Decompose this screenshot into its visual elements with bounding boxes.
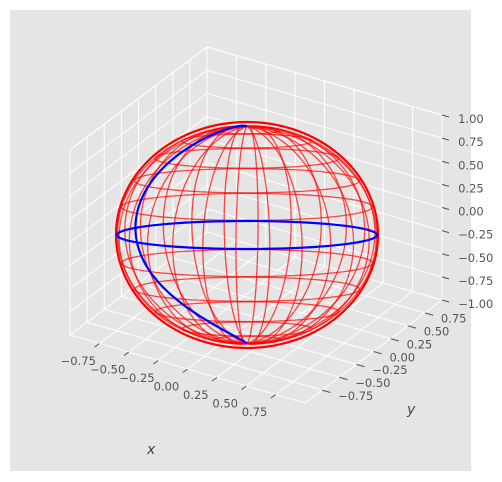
z-tick-mark (441, 276, 450, 280)
y-axis-label: y (406, 402, 416, 418)
meridian-curve (134, 124, 248, 345)
z-tick-label: 0.75 (458, 135, 484, 149)
x-tick-mark (182, 368, 188, 374)
y-tick-mark (339, 376, 348, 381)
z-tick-mark (441, 183, 450, 187)
x-tick-label: −0.25 (119, 371, 154, 385)
z-tick-mark (441, 230, 450, 234)
x-tick-label: 0.75 (242, 405, 268, 419)
z-tick-label: −0.25 (458, 228, 493, 242)
x-axis-label: x (146, 442, 156, 458)
x-tick-mark (123, 351, 130, 357)
axis-labels: x y (146, 402, 416, 458)
x-tick-mark (94, 343, 100, 348)
grid-line-z-left (69, 208, 208, 313)
z-tick-mark (441, 137, 450, 141)
axes-ticks: −0.75−0.50−0.250.000.250.500.75−0.75−0.5… (61, 112, 494, 419)
y-tick-label: 0.50 (424, 325, 450, 339)
z-tick-label: 0.00 (458, 205, 484, 219)
z-tick-mark (441, 114, 450, 118)
y-tick-mark (321, 389, 331, 393)
z-tick-label: 0.25 (458, 181, 484, 195)
y-tick-mark (407, 325, 417, 329)
z-tick-mark (441, 299, 450, 303)
grid-line-z-left (69, 92, 208, 197)
y-tick-mark (390, 338, 399, 342)
grid-line-z-back (206, 139, 443, 208)
y-tick-label: 0.75 (441, 312, 467, 326)
grid-line-z-back (206, 69, 443, 139)
grid-line-z-left (69, 115, 208, 220)
y-tick-label: −0.25 (372, 363, 407, 377)
x-tick-label: 0.50 (212, 396, 238, 410)
z-tick-label: −1.00 (458, 297, 493, 311)
grid-line-z-left (69, 69, 208, 174)
y-tick-label: −0.75 (338, 389, 373, 403)
x-tick-mark (211, 377, 218, 382)
grid-line-z-back (206, 185, 443, 255)
y-tick-label: 0.00 (389, 350, 415, 364)
y-tick-label: 0.25 (407, 337, 433, 351)
z-tick-label: −0.75 (458, 274, 493, 288)
z-tick-label: 1.00 (458, 112, 484, 126)
x-tick-label: −0.50 (90, 362, 125, 376)
x-tick-label: 0.00 (154, 379, 180, 393)
z-tick-mark (441, 207, 450, 211)
grid-line-x-floor (275, 291, 413, 395)
z-tick-mark (441, 160, 450, 164)
y-tick-mark (424, 312, 434, 316)
x-tick-mark (153, 360, 159, 365)
x-tick-label: 0.25 (183, 388, 209, 402)
z-tick-label: 0.50 (458, 158, 484, 172)
x-tick-label: −0.75 (61, 354, 96, 368)
pane-edge (69, 46, 208, 151)
grid-line-y-floor (138, 283, 374, 352)
grid-line-z-left (69, 185, 208, 290)
grid-line-z-back (206, 92, 443, 162)
equator-curve (115, 219, 379, 251)
x-tick-mark (270, 394, 276, 399)
z-tick-label: −0.50 (458, 251, 493, 265)
y-tick-label: −0.50 (355, 376, 390, 390)
grid-line-z-back (206, 231, 443, 301)
grid-line-x-floor (216, 274, 355, 378)
blue-curves (115, 124, 379, 345)
x-tick-mark (241, 385, 247, 391)
grid-line-x-floor (245, 282, 384, 387)
grid-line-y-floor (172, 257, 408, 327)
y-tick-mark (373, 351, 382, 355)
z-tick-mark (441, 253, 450, 257)
y-tick-mark (356, 363, 365, 368)
axes-grid (69, 46, 443, 404)
pane-edge (206, 46, 443, 116)
grid-line-y-floor (155, 270, 391, 340)
